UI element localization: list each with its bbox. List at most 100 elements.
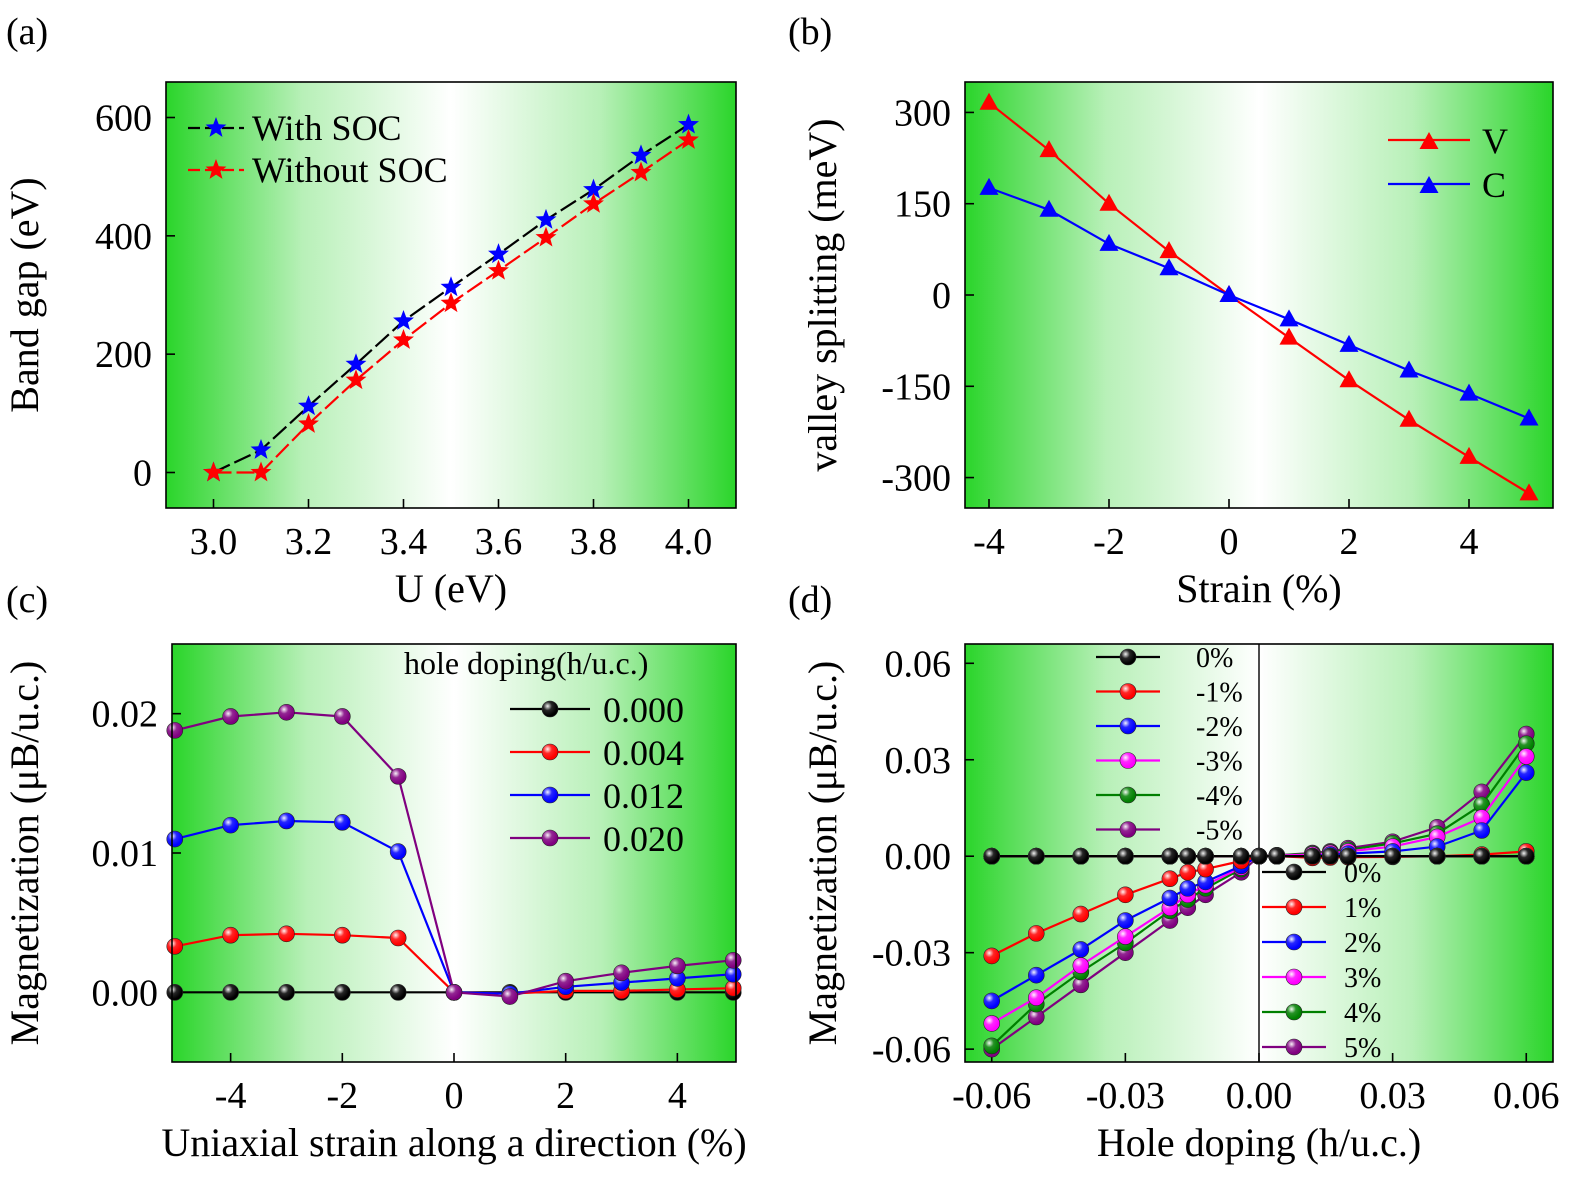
- data-point-shine: [1384, 848, 1401, 865]
- legend-marker-shine: [1120, 649, 1136, 665]
- data-point-shine: [1028, 848, 1045, 865]
- y-tick-label: 0.03: [885, 740, 952, 782]
- legend-marker: [1419, 176, 1439, 193]
- x-axis-title: Uniaxial strain along a direction (%): [161, 1120, 746, 1165]
- legend-label: 4%: [1344, 998, 1381, 1029]
- legend-label: 0.000: [603, 690, 684, 730]
- data-point: [1072, 847, 1090, 865]
- legend-marker-shine: [1286, 934, 1302, 950]
- data-point: [669, 957, 686, 975]
- x-tick-label: -2: [326, 1075, 358, 1117]
- legend-label: 0.020: [603, 819, 684, 859]
- data-point: [334, 814, 351, 831]
- legend-label: -5%: [1196, 816, 1243, 847]
- data-point: [1473, 783, 1491, 801]
- data-point: [1117, 928, 1134, 945]
- data-point: [1099, 193, 1119, 211]
- data-point-shine: [446, 984, 462, 1001]
- data-point: [1459, 446, 1479, 464]
- legend-marker: [1285, 933, 1303, 951]
- data-point-shine: [334, 708, 351, 725]
- legend-label: V: [1482, 121, 1508, 161]
- data-point-shine: [1072, 957, 1089, 974]
- legend-label: 5%: [1344, 1033, 1381, 1064]
- legend-label: 0.004: [603, 733, 684, 773]
- data-point: [1117, 847, 1134, 865]
- legend-marker-shine: [1120, 752, 1136, 769]
- data-point: [298, 395, 319, 416]
- data-point-shine: [1429, 848, 1446, 865]
- legend-marker-shine: [1120, 787, 1136, 803]
- data-point: [1279, 327, 1299, 345]
- data-point: [583, 192, 604, 213]
- data-point-shine: [1072, 848, 1089, 865]
- data-point: [166, 984, 184, 1001]
- legend-marker: [1285, 1038, 1303, 1056]
- data-point-shine: [983, 1015, 1000, 1032]
- y-tick-label: 150: [894, 184, 951, 226]
- data-point-shine: [613, 964, 630, 981]
- data-point: [1428, 847, 1446, 865]
- legend-marker-shine: [542, 787, 558, 803]
- data-point: [1232, 847, 1250, 865]
- data-point-shine: [1268, 848, 1285, 865]
- data-point: [1517, 748, 1535, 765]
- panel-b: -4 -2 0 2 4 300 150 0 -150 -300 Strain (%) valley s…: [800, 81, 1554, 611]
- data-point: [389, 843, 407, 860]
- legend-marker: [1119, 786, 1137, 804]
- data-point-shine: [278, 812, 295, 829]
- data-point: [250, 439, 272, 459]
- data-point: [1027, 925, 1045, 942]
- data-point-shine: [1161, 848, 1178, 865]
- legend-label: C: [1482, 165, 1506, 205]
- data-point-shine: [166, 984, 183, 1001]
- x-tick-label: 3.4: [380, 521, 428, 563]
- data-point-shine: [222, 927, 239, 944]
- legend-marker: [1119, 683, 1137, 700]
- data-point-shine: [1161, 870, 1178, 887]
- data-point: [1250, 847, 1268, 865]
- legend-marker-shine: [542, 701, 558, 717]
- data-point-shine: [1028, 989, 1045, 1006]
- data-point-shine: [1473, 822, 1490, 839]
- data-point: [1517, 847, 1535, 865]
- data-point: [278, 703, 295, 721]
- legend-label: 0%: [1344, 858, 1381, 889]
- data-point: [1072, 957, 1090, 974]
- data-point-shine: [1197, 848, 1214, 865]
- data-point: [278, 812, 295, 830]
- data-point-shine: [1340, 848, 1357, 865]
- y-tick-label: 0.06: [885, 643, 952, 685]
- y-tick-label: 300: [894, 92, 951, 134]
- legend-marker-shine: [1120, 821, 1136, 838]
- data-point-shine: [1473, 783, 1490, 800]
- data-point: [1339, 370, 1359, 388]
- y-axis-title: Magnetization (μB/u.c.): [800, 661, 845, 1046]
- y-tick-label: 0: [932, 275, 951, 317]
- data-point: [393, 328, 414, 349]
- data-point-shine: [1117, 928, 1134, 945]
- data-point: [613, 964, 630, 982]
- data-point: [278, 925, 295, 943]
- x-tick-label: 3.0: [190, 521, 238, 563]
- x-tick-label: 3.8: [570, 521, 618, 563]
- data-point: [1159, 241, 1179, 259]
- legend-marker-shine: [542, 830, 558, 846]
- data-point: [1117, 912, 1134, 929]
- data-point: [445, 984, 463, 1001]
- x-tick-label: 4: [668, 1075, 687, 1117]
- data-point-shine: [390, 768, 407, 785]
- y-tick-label: 0.00: [885, 836, 952, 878]
- data-point: [166, 938, 184, 955]
- data-point-shine: [334, 927, 351, 944]
- data-point: [1304, 847, 1321, 865]
- data-point: [298, 412, 319, 433]
- data-point-shine: [1117, 886, 1134, 903]
- x-tick-label: 3.2: [285, 521, 333, 563]
- data-point: [1219, 285, 1239, 302]
- data-point: [1519, 408, 1539, 426]
- plot-background: [965, 82, 1553, 508]
- data-point-shine: [334, 814, 351, 831]
- data-point-shine: [1028, 1008, 1045, 1025]
- data-point: [1473, 847, 1491, 865]
